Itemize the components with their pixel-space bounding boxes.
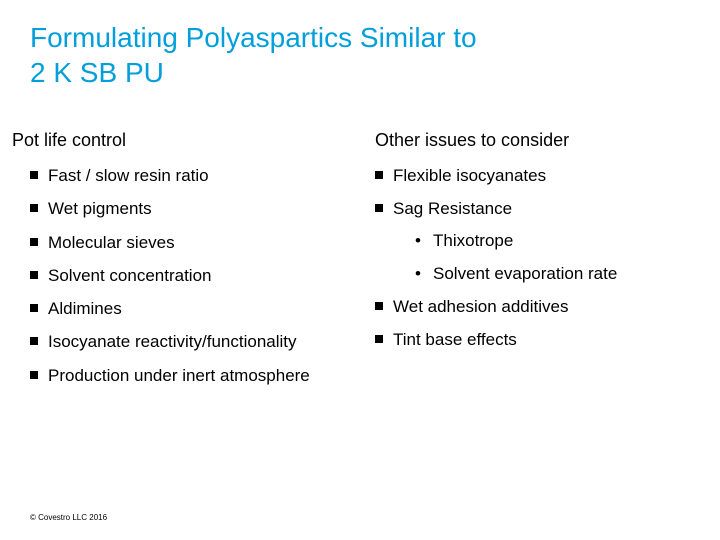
slide: Formulating Polyaspartics Similar to 2 K… [0,0,720,540]
left-list: Fast / slow resin ratio Wet pigments Mol… [30,165,365,386]
content-columns: Pot life control Fast / slow resin ratio… [30,130,710,398]
list-item-label: Sag Resistance [393,199,512,218]
list-item: Wet adhesion additives [375,296,710,317]
right-heading: Other issues to consider [375,130,710,151]
sub-item: Solvent evaporation rate [393,263,710,284]
title-line-2: 2 K SB PU [30,57,164,88]
left-heading: Pot life control [12,130,365,151]
list-item: Fast / slow resin ratio [30,165,365,186]
list-item: Solvent concentration [30,265,365,286]
sub-item: Thixotrope [393,230,710,251]
list-item: Flexible isocyanates [375,165,710,186]
list-item: Wet pigments [30,198,365,219]
list-item: Isocyanate reactivity/functionality [30,331,365,352]
list-item: Aldimines [30,298,365,319]
list-item: Molecular sieves [30,232,365,253]
right-column: Other issues to consider Flexible isocya… [375,130,710,398]
footer-copyright: © Covestro LLC 2016 [30,513,107,522]
left-column: Pot life control Fast / slow resin ratio… [30,130,365,398]
slide-title: Formulating Polyaspartics Similar to 2 K… [30,20,710,90]
title-line-1: Formulating Polyaspartics Similar to [30,22,477,53]
right-list: Flexible isocyanates Sag Resistance Thix… [375,165,710,351]
list-item: Sag Resistance Thixotrope Solvent evapor… [375,198,710,284]
sub-list: Thixotrope Solvent evaporation rate [393,230,710,285]
list-item: Tint base effects [375,329,710,350]
list-item: Production under inert atmosphere [30,365,365,386]
